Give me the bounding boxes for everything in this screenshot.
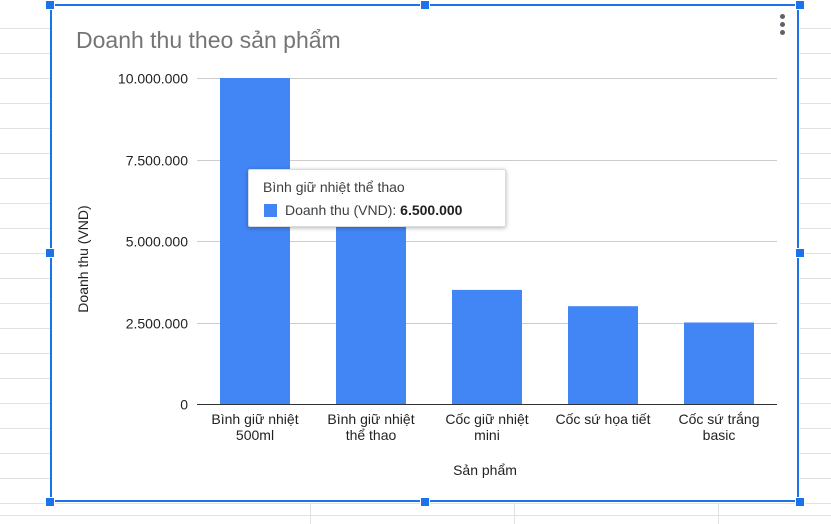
y-tick-label: 7.500.000 [126, 153, 188, 169]
more-vert-icon-dot [780, 30, 785, 35]
chart-title[interactable]: Doanh thu theo sản phẩm [76, 27, 341, 53]
y-tick-label: 2.500.000 [126, 316, 188, 332]
y-tick-label: 5.000.000 [126, 234, 188, 250]
resize-handle-right[interactable] [795, 248, 805, 258]
y-axis-label: Doanh thu (VND) [75, 205, 91, 312]
resize-handle-top[interactable] [420, 0, 430, 10]
chart-menu-button[interactable] [774, 12, 792, 38]
tooltip-series-label: Doanh thu (VND): [285, 202, 397, 218]
tooltip-value-line: Doanh thu (VND): 6.500.000 [285, 202, 462, 218]
resize-handle-left[interactable] [45, 248, 55, 258]
resize-handle-bottom-right[interactable] [795, 497, 805, 507]
more-vert-icon [780, 14, 785, 19]
y-tick-label: 0 [180, 397, 188, 413]
bar[interactable] [336, 192, 406, 404]
tooltip-value: 6.500.000 [400, 202, 463, 218]
resize-handle-top-right[interactable] [795, 0, 805, 10]
more-vert-icon-dot [780, 22, 785, 27]
tooltip-series-swatch [264, 204, 277, 217]
bar[interactable] [220, 78, 290, 404]
x-tick-label: Cốc giữ nhiệt mini [445, 411, 528, 443]
bar[interactable] [568, 306, 638, 404]
y-tick-label: 10.000.000 [118, 71, 188, 87]
x-tick-label: Cốc sứ trắng basic [679, 411, 760, 443]
x-tick-label: Bình giữ nhiệt 500ml [211, 411, 298, 443]
resize-handle-top-left[interactable] [45, 0, 55, 10]
bar[interactable] [684, 322, 754, 405]
tooltip-title: Bình giữ nhiệt thể thao [263, 179, 405, 195]
x-tick-label: Bình giữ nhiệt thể thao [327, 411, 414, 443]
chart-tooltip: Bình giữ nhiệt thể thao Doanh thu (VND):… [248, 169, 506, 227]
x-axis-label: Sản phẩm [453, 462, 517, 478]
x-tick-label: Cốc sứ họa tiết [556, 411, 651, 427]
resize-handle-bottom[interactable] [420, 497, 430, 507]
bar[interactable] [452, 289, 522, 404]
resize-handle-bottom-left[interactable] [45, 497, 55, 507]
